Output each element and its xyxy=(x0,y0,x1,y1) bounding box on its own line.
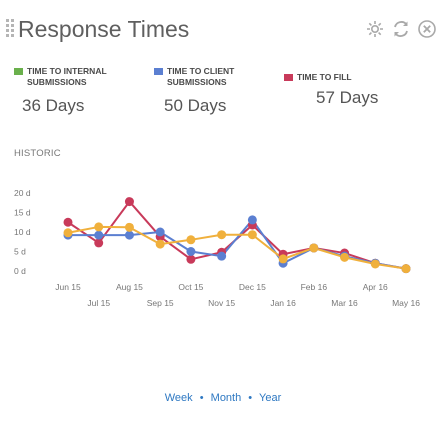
y-tick-label: 20 d xyxy=(14,188,31,198)
series-swatch-client xyxy=(154,68,163,75)
data-point[interactable] xyxy=(247,215,257,225)
data-point[interactable] xyxy=(340,252,350,262)
series-line xyxy=(67,225,407,270)
x-tick-label: Jan 16 xyxy=(270,298,296,308)
data-point[interactable] xyxy=(186,247,196,256)
y-tick-label: 10 d xyxy=(14,227,31,237)
summary-stats: TIME TO INTERNAL SUBMISSIONS 36 Days TIM… xyxy=(14,66,436,118)
stat-label-line2: SUBMISSIONS xyxy=(167,77,227,87)
data-point[interactable] xyxy=(94,222,104,232)
stat-value: 36 Days xyxy=(22,96,85,115)
drag-handle-icon[interactable] xyxy=(6,19,16,39)
period-selector: Week • Month • Year xyxy=(0,392,446,404)
stat-value: 50 Days xyxy=(164,96,227,115)
x-tick-label: Apr 16 xyxy=(363,282,388,292)
series-swatch-internal xyxy=(14,68,23,75)
data-point[interactable] xyxy=(63,217,73,227)
data-point[interactable] xyxy=(124,197,134,207)
x-tick-label: Sep 15 xyxy=(147,298,174,308)
x-tick-label: Dec 15 xyxy=(239,282,266,292)
series-swatch-fill xyxy=(284,74,293,81)
period-week-link[interactable]: Week xyxy=(164,392,193,404)
stat-label-line2: SUBMISSIONS xyxy=(27,77,87,87)
widget-title: Response Times xyxy=(18,16,190,42)
section-label-historic: HISTORIC xyxy=(14,148,61,159)
stat-time-to-fill: TIME TO FILL 57 Days xyxy=(284,66,424,118)
stat-label-line1: TIME TO FILL xyxy=(297,72,352,82)
widget-header: Response Times xyxy=(6,14,438,46)
data-point[interactable] xyxy=(309,243,319,253)
data-point[interactable] xyxy=(217,251,227,261)
stat-label-line1: TIME TO CLIENT xyxy=(167,66,235,76)
x-tick-label: Aug 15 xyxy=(116,282,143,292)
data-point[interactable] xyxy=(401,264,411,274)
header-actions xyxy=(364,18,438,42)
period-year-link[interactable]: Year xyxy=(259,392,282,404)
refresh-icon[interactable] xyxy=(390,18,412,40)
x-tick-label: Feb 16 xyxy=(301,282,328,292)
data-point[interactable] xyxy=(217,230,227,240)
x-tick-label: Mar 16 xyxy=(331,298,358,308)
x-tick-label: Oct 15 xyxy=(178,282,203,292)
data-point[interactable] xyxy=(155,227,165,237)
data-point[interactable] xyxy=(63,228,73,238)
data-point[interactable] xyxy=(278,254,288,264)
period-separator: • xyxy=(199,392,204,404)
data-point[interactable] xyxy=(124,230,134,240)
x-tick-label: May 16 xyxy=(392,298,420,308)
stat-time-to-internal: TIME TO INTERNAL SUBMISSIONS 36 Days xyxy=(14,66,124,118)
data-point[interactable] xyxy=(94,238,104,248)
stat-value: 57 Days xyxy=(316,88,379,107)
data-point[interactable] xyxy=(247,230,257,240)
stat-time-to-client: TIME TO CLIENT SUBMISSIONS 50 Days xyxy=(154,66,264,118)
y-tick-label: 15 d xyxy=(14,208,31,218)
data-point[interactable] xyxy=(186,235,196,245)
y-tick-label: 5 d xyxy=(14,247,26,257)
x-tick-label: Jul 15 xyxy=(87,298,110,308)
close-icon[interactable] xyxy=(416,18,438,40)
data-point[interactable] xyxy=(370,259,380,269)
settings-icon[interactable] xyxy=(364,18,386,40)
data-point[interactable] xyxy=(124,222,134,232)
data-point[interactable] xyxy=(155,239,165,249)
period-separator: • xyxy=(248,392,253,404)
stat-label-line1: TIME TO INTERNAL xyxy=(27,66,107,76)
y-tick-label: 0 d xyxy=(14,266,26,276)
series-line xyxy=(68,218,407,270)
response-times-line-chart: 0 d 5 d 10 d 15 d 20 d Jun 15 Aug 15 Oct 15 Dec … xyxy=(14,188,420,308)
period-month-link[interactable]: Month xyxy=(210,392,242,404)
data-point[interactable] xyxy=(186,254,196,264)
data-point[interactable] xyxy=(94,230,104,240)
x-tick-label: Jun 15 xyxy=(55,282,81,292)
x-tick-label: Nov 15 xyxy=(208,298,235,308)
